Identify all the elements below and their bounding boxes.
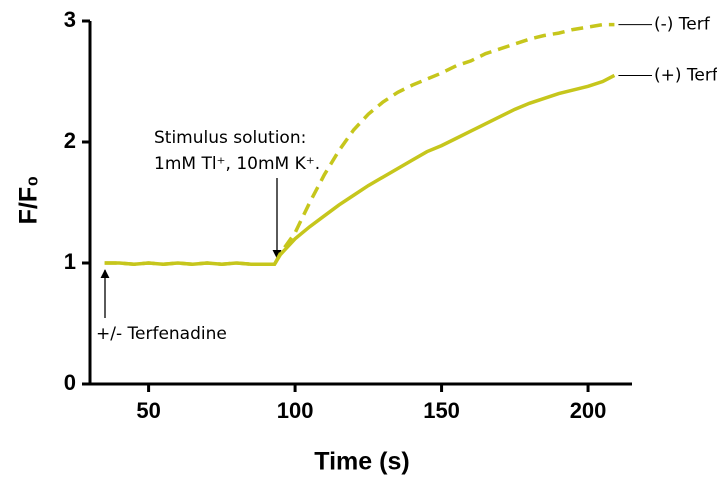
y-tick-label: 1 [64, 249, 76, 274]
series-line [104, 73, 616, 266]
annotation: 1mM Tl⁺, 10mM K⁺. [154, 154, 320, 174]
legend-label: (-) Terf [654, 15, 711, 35]
x-tick-label: 200 [570, 398, 607, 423]
x-tick-label: 50 [136, 398, 160, 423]
annotation: Stimulus solution: [154, 128, 306, 148]
y-tick-label: 0 [64, 370, 76, 395]
x-tick-label: 100 [277, 398, 314, 423]
x-axis-label: Time (s) [314, 448, 409, 476]
y-tick-label: 2 [64, 128, 76, 153]
legend-label: (+) Terf [654, 65, 717, 85]
y-tick-label: 3 [64, 7, 76, 32]
series-line [104, 22, 615, 266]
x-tick-label: 150 [423, 398, 460, 423]
annotation: +/- Terfenadine [96, 324, 227, 344]
y-axis-label: F/F₀ [15, 176, 43, 225]
